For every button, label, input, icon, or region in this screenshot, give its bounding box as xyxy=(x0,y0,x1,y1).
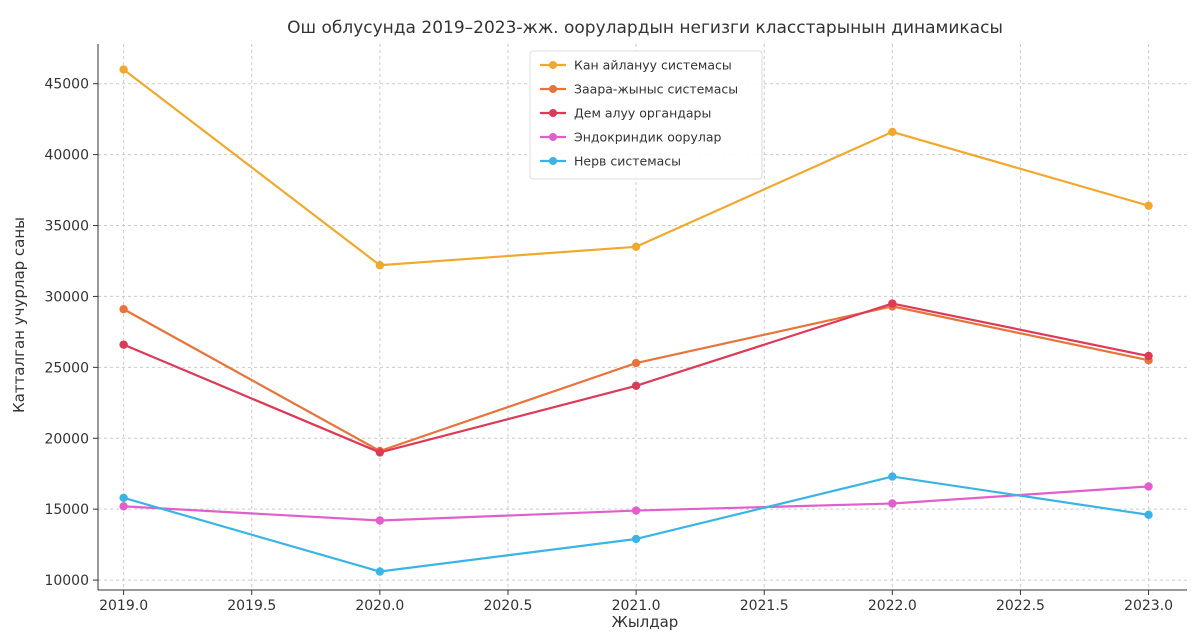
legend-label: Заара-жыныс системасы xyxy=(574,82,738,97)
data-point xyxy=(119,305,128,314)
data-point xyxy=(375,448,385,457)
legend-marker xyxy=(549,157,557,165)
series-5 xyxy=(119,472,1153,576)
legend-item: Нерв системасы xyxy=(540,154,681,169)
x-tick-label: 2020.5 xyxy=(483,598,532,614)
legend-item: Дем алуу органдары xyxy=(540,106,711,121)
legend-label: Кан айлануу системасы xyxy=(574,58,732,73)
y-tick-label: 10000 xyxy=(44,573,89,589)
data-point xyxy=(119,493,128,503)
y-tick-label: 40000 xyxy=(44,148,89,164)
x-tick-label: 2022.0 xyxy=(868,598,917,614)
legend-marker xyxy=(549,85,557,93)
data-point xyxy=(375,261,385,270)
data-point xyxy=(375,516,385,525)
data-point xyxy=(888,127,897,137)
legend-item: Эндокриндик оорулар xyxy=(540,130,722,145)
x-tick-label: 2019.0 xyxy=(99,598,148,614)
chart-title: Ош облусунда 2019–2023-жж. оорулардын не… xyxy=(287,18,1003,38)
series-layer xyxy=(119,65,1153,576)
y-tick-label: 35000 xyxy=(44,219,89,235)
y-tick-label: 30000 xyxy=(44,289,89,305)
x-tick-label: 2023.0 xyxy=(1124,598,1173,614)
x-tick-label: 2021.5 xyxy=(740,598,789,614)
data-point xyxy=(888,472,897,481)
data-point xyxy=(631,242,641,251)
data-point xyxy=(375,567,385,576)
data-point xyxy=(631,381,641,390)
data-point xyxy=(631,506,641,515)
data-point xyxy=(1144,482,1153,491)
series-1 xyxy=(119,65,1153,270)
data-point xyxy=(631,358,641,368)
data-point xyxy=(1144,510,1153,520)
y-axis-label: Катталган учурлар саны xyxy=(10,217,28,413)
legend-item: Заара-жыныс системасы xyxy=(540,82,738,97)
series-3 xyxy=(119,299,1153,457)
legend-item: Кан айлануу системасы xyxy=(540,58,732,73)
legend: Кан айлануу системасы Заара-жыныс система… xyxy=(529,50,763,180)
data-point xyxy=(119,340,128,349)
y-tick-label: 15000 xyxy=(44,502,89,518)
data-point xyxy=(119,65,128,74)
x-axis-label: Жылдар xyxy=(612,613,679,631)
x-tick-label: 2019.5 xyxy=(227,598,276,614)
legend-label: Эндокриндик оорулар xyxy=(574,130,722,145)
data-point xyxy=(888,299,897,308)
data-point xyxy=(631,534,641,544)
y-tick-label: 20000 xyxy=(44,431,89,447)
legend-box xyxy=(529,50,763,180)
legend-marker xyxy=(549,61,557,69)
y-tick-label: 45000 xyxy=(44,77,89,93)
x-tick-label: 2020.0 xyxy=(355,598,404,614)
legend-label: Нерв системасы xyxy=(574,154,681,169)
legend-marker xyxy=(549,133,557,141)
x-tick-label: 2021.0 xyxy=(612,598,661,614)
data-point xyxy=(888,499,897,508)
x-tick-label: 2022.5 xyxy=(996,598,1045,614)
series-4 xyxy=(119,482,1153,525)
data-point xyxy=(1144,351,1153,361)
data-point xyxy=(119,502,128,511)
legend-label: Дем алуу органдары xyxy=(574,106,711,121)
legend-marker xyxy=(549,109,557,117)
axes: 2019.0 2019.5 2020.0 2020.5 2021.0 2021.5 2022… xyxy=(44,44,1187,614)
y-tick-label: 25000 xyxy=(44,360,89,376)
data-point xyxy=(1144,201,1153,210)
grid xyxy=(98,44,1187,590)
